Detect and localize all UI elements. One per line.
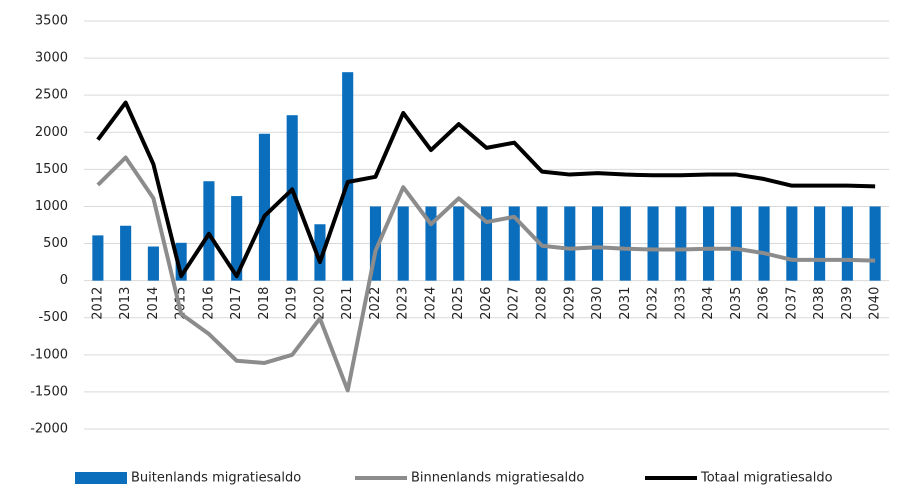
bar — [203, 181, 215, 281]
y-tick-label: 3000 — [35, 51, 68, 66]
bar — [369, 206, 382, 281]
bar — [675, 206, 687, 281]
bar — [453, 206, 465, 281]
x-tick-label: 2025 — [451, 287, 466, 320]
x-tick-label: 2014 — [146, 287, 161, 320]
bar — [841, 206, 853, 281]
x-tick-label: 2032 — [646, 287, 661, 320]
y-tick-label: -1500 — [30, 384, 68, 399]
bar — [425, 206, 437, 281]
y-tick-label: -1000 — [30, 347, 68, 362]
x-tick-label: 2020 — [312, 287, 327, 320]
bar — [258, 133, 270, 281]
x-tick-label: 2021 — [340, 287, 355, 320]
legend-label: Totaal migratiesaldo — [700, 471, 833, 486]
bar — [147, 246, 159, 281]
y-tick-label: -500 — [38, 310, 68, 325]
x-tick-label: 2018 — [257, 287, 272, 320]
y-tick-label: 2000 — [35, 125, 68, 140]
bar — [286, 115, 298, 281]
x-tick-label: 2027 — [507, 287, 522, 320]
bar — [647, 206, 659, 281]
bar — [397, 206, 409, 281]
x-tick-label: 2023 — [396, 287, 411, 320]
bar — [480, 206, 493, 281]
x-tick-label: 2040 — [868, 287, 883, 320]
x-tick-label: 2016 — [201, 287, 216, 320]
bar — [869, 206, 881, 281]
x-tick-label: 2033 — [673, 287, 688, 320]
bar — [314, 224, 326, 281]
bar — [730, 206, 742, 281]
x-tick-label: 2034 — [701, 287, 716, 320]
x-tick-label: 2029 — [562, 287, 577, 320]
y-tick-label: 3500 — [35, 14, 68, 29]
bar — [175, 242, 187, 281]
legend-swatch — [75, 472, 127, 484]
x-tick-label: 2026 — [479, 287, 494, 320]
bar — [591, 206, 604, 281]
x-tick-label: 2022 — [368, 287, 383, 320]
x-tick-label: 2039 — [840, 287, 855, 320]
bar — [564, 206, 576, 281]
x-tick-label: 2030 — [590, 287, 605, 320]
bar — [786, 206, 798, 281]
legend-label: Buitenlands migratiesaldo — [131, 471, 301, 486]
x-tick-label: 2017 — [229, 287, 244, 320]
x-tick-label: 2035 — [729, 287, 744, 320]
x-tick-label: 2036 — [757, 287, 772, 320]
bar — [508, 206, 520, 281]
x-tick-label: 2012 — [90, 287, 105, 320]
bar — [619, 206, 631, 281]
bar — [703, 206, 715, 281]
bar — [758, 206, 770, 281]
x-tick-label: 2038 — [812, 287, 827, 320]
bar — [814, 206, 826, 281]
bar — [120, 225, 132, 281]
bar — [231, 196, 243, 281]
y-tick-label: 0 — [60, 273, 68, 288]
y-tick-label: 1500 — [35, 162, 68, 177]
x-tick-label: 2031 — [618, 287, 633, 320]
y-tick-label: 2500 — [35, 88, 68, 103]
x-tick-label: 2019 — [285, 287, 300, 320]
x-tick-label: 2013 — [118, 287, 133, 320]
line — [96, 155, 876, 393]
bar — [92, 235, 104, 281]
x-tick-label: 2037 — [784, 287, 799, 320]
y-tick-label: 500 — [43, 236, 68, 251]
y-tick-label: 1000 — [35, 199, 68, 214]
x-tick-label: 2024 — [423, 287, 438, 320]
x-tick-label: 2028 — [535, 287, 550, 320]
legend-label: Binnenlands migratiesaldo — [411, 471, 584, 486]
line — [96, 100, 876, 279]
bar — [342, 72, 354, 281]
y-tick-label: -2000 — [30, 422, 68, 437]
